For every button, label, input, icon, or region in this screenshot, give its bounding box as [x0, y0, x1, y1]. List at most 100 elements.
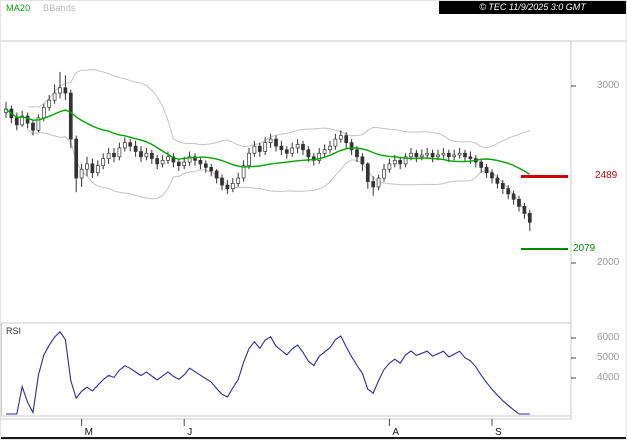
candle-body [527, 213, 532, 223]
rsi-axis-label-50: 5000 [597, 352, 620, 363]
price-levels-layer [521, 174, 568, 251]
support-level-label: 2079 [573, 243, 596, 255]
candle-body [338, 135, 343, 140]
candle-body [511, 193, 516, 200]
candle-body [236, 177, 241, 184]
candle-body [398, 159, 403, 165]
candle-body [155, 158, 160, 165]
candle-body [430, 152, 435, 158]
candle-body [101, 158, 106, 167]
candle-body [112, 152, 116, 158]
candle-body [122, 142, 127, 149]
candle-body [128, 142, 133, 147]
candle-body [209, 167, 214, 172]
candle-body [41, 106, 46, 119]
rsi-axis-label-60: 6000 [597, 332, 620, 343]
candle-body [139, 151, 143, 158]
bottom-border [1, 437, 626, 439]
candle-body [360, 156, 365, 165]
candle-body [74, 138, 79, 179]
candle-body [387, 163, 392, 170]
rsi-line [6, 331, 530, 415]
legend-bbands[interactable]: BBands [43, 3, 76, 13]
candle-body [506, 188, 511, 195]
candle-body [95, 165, 100, 174]
candle-body [522, 206, 527, 214]
candle-body [257, 145, 262, 152]
month-label-j: J [187, 427, 193, 438]
candle-body [106, 152, 111, 159]
candle-body [317, 152, 322, 161]
candle-body [52, 92, 57, 101]
price-axis-label-3000: 3000 [597, 80, 620, 91]
candle-body [176, 161, 181, 167]
candle-body [117, 147, 122, 158]
candle-body [214, 170, 219, 179]
candle-body [241, 165, 246, 179]
candle-body [252, 145, 257, 154]
candle-body [144, 152, 149, 158]
candle-body [63, 87, 68, 94]
axes-layer [1, 40, 626, 426]
candle-body [355, 149, 359, 158]
candle-body [166, 156, 170, 161]
candle-body [500, 183, 505, 190]
candle-body [392, 159, 397, 165]
candle-body [517, 198, 521, 207]
candle-body [484, 167, 489, 174]
candle-body [230, 183, 235, 190]
candle-body [58, 87, 62, 94]
month-label-m: M [84, 427, 93, 438]
legend-ma20[interactable]: MA20 [6, 3, 31, 13]
candle-body [31, 122, 35, 131]
candle-body [446, 152, 451, 158]
candle-body [295, 144, 300, 149]
candle-body [203, 163, 208, 168]
candle-body [409, 152, 413, 158]
bb-upper-line [27, 69, 530, 149]
candle-body [14, 117, 19, 126]
candle-body [376, 177, 381, 188]
rsi-panel-frame [1, 322, 572, 417]
candle-body [414, 152, 419, 158]
candle-body [171, 156, 176, 163]
candle-body [187, 156, 192, 163]
candle-body [371, 181, 376, 188]
month-label-s: S [495, 427, 502, 438]
bollinger-bands-layer [27, 69, 531, 219]
ma20-line [5, 108, 531, 175]
candle-body [198, 159, 203, 165]
candle-body [349, 142, 354, 151]
candle-body [479, 161, 484, 168]
candle-body [495, 177, 500, 184]
candle-body [263, 142, 268, 152]
candle-body [419, 154, 424, 158]
candle-body [290, 147, 295, 154]
candle-body [463, 152, 467, 158]
candle-body [160, 159, 165, 165]
candle-body [90, 163, 95, 174]
candle-body [47, 99, 52, 108]
candle-body [328, 145, 332, 151]
candles-layer [4, 71, 532, 232]
candle-body [79, 168, 84, 179]
candle-body [425, 152, 430, 156]
candle-body [193, 156, 197, 161]
candle-body [344, 135, 349, 143]
rsi-axis-label-40: 4000 [597, 372, 620, 383]
candle-body [452, 154, 457, 158]
price-axis-label-2000: 2000 [597, 257, 620, 268]
candle-body [279, 145, 284, 151]
rsi-indicator-layer [6, 331, 530, 415]
candle-body [20, 115, 25, 126]
candle-body [457, 152, 462, 156]
candle-body [68, 92, 73, 140]
candle-body [25, 115, 30, 124]
candle-body [403, 156, 408, 165]
candle-body [220, 177, 224, 186]
candle-body [182, 161, 187, 167]
candle-body [301, 144, 305, 151]
candle-body [133, 145, 138, 152]
